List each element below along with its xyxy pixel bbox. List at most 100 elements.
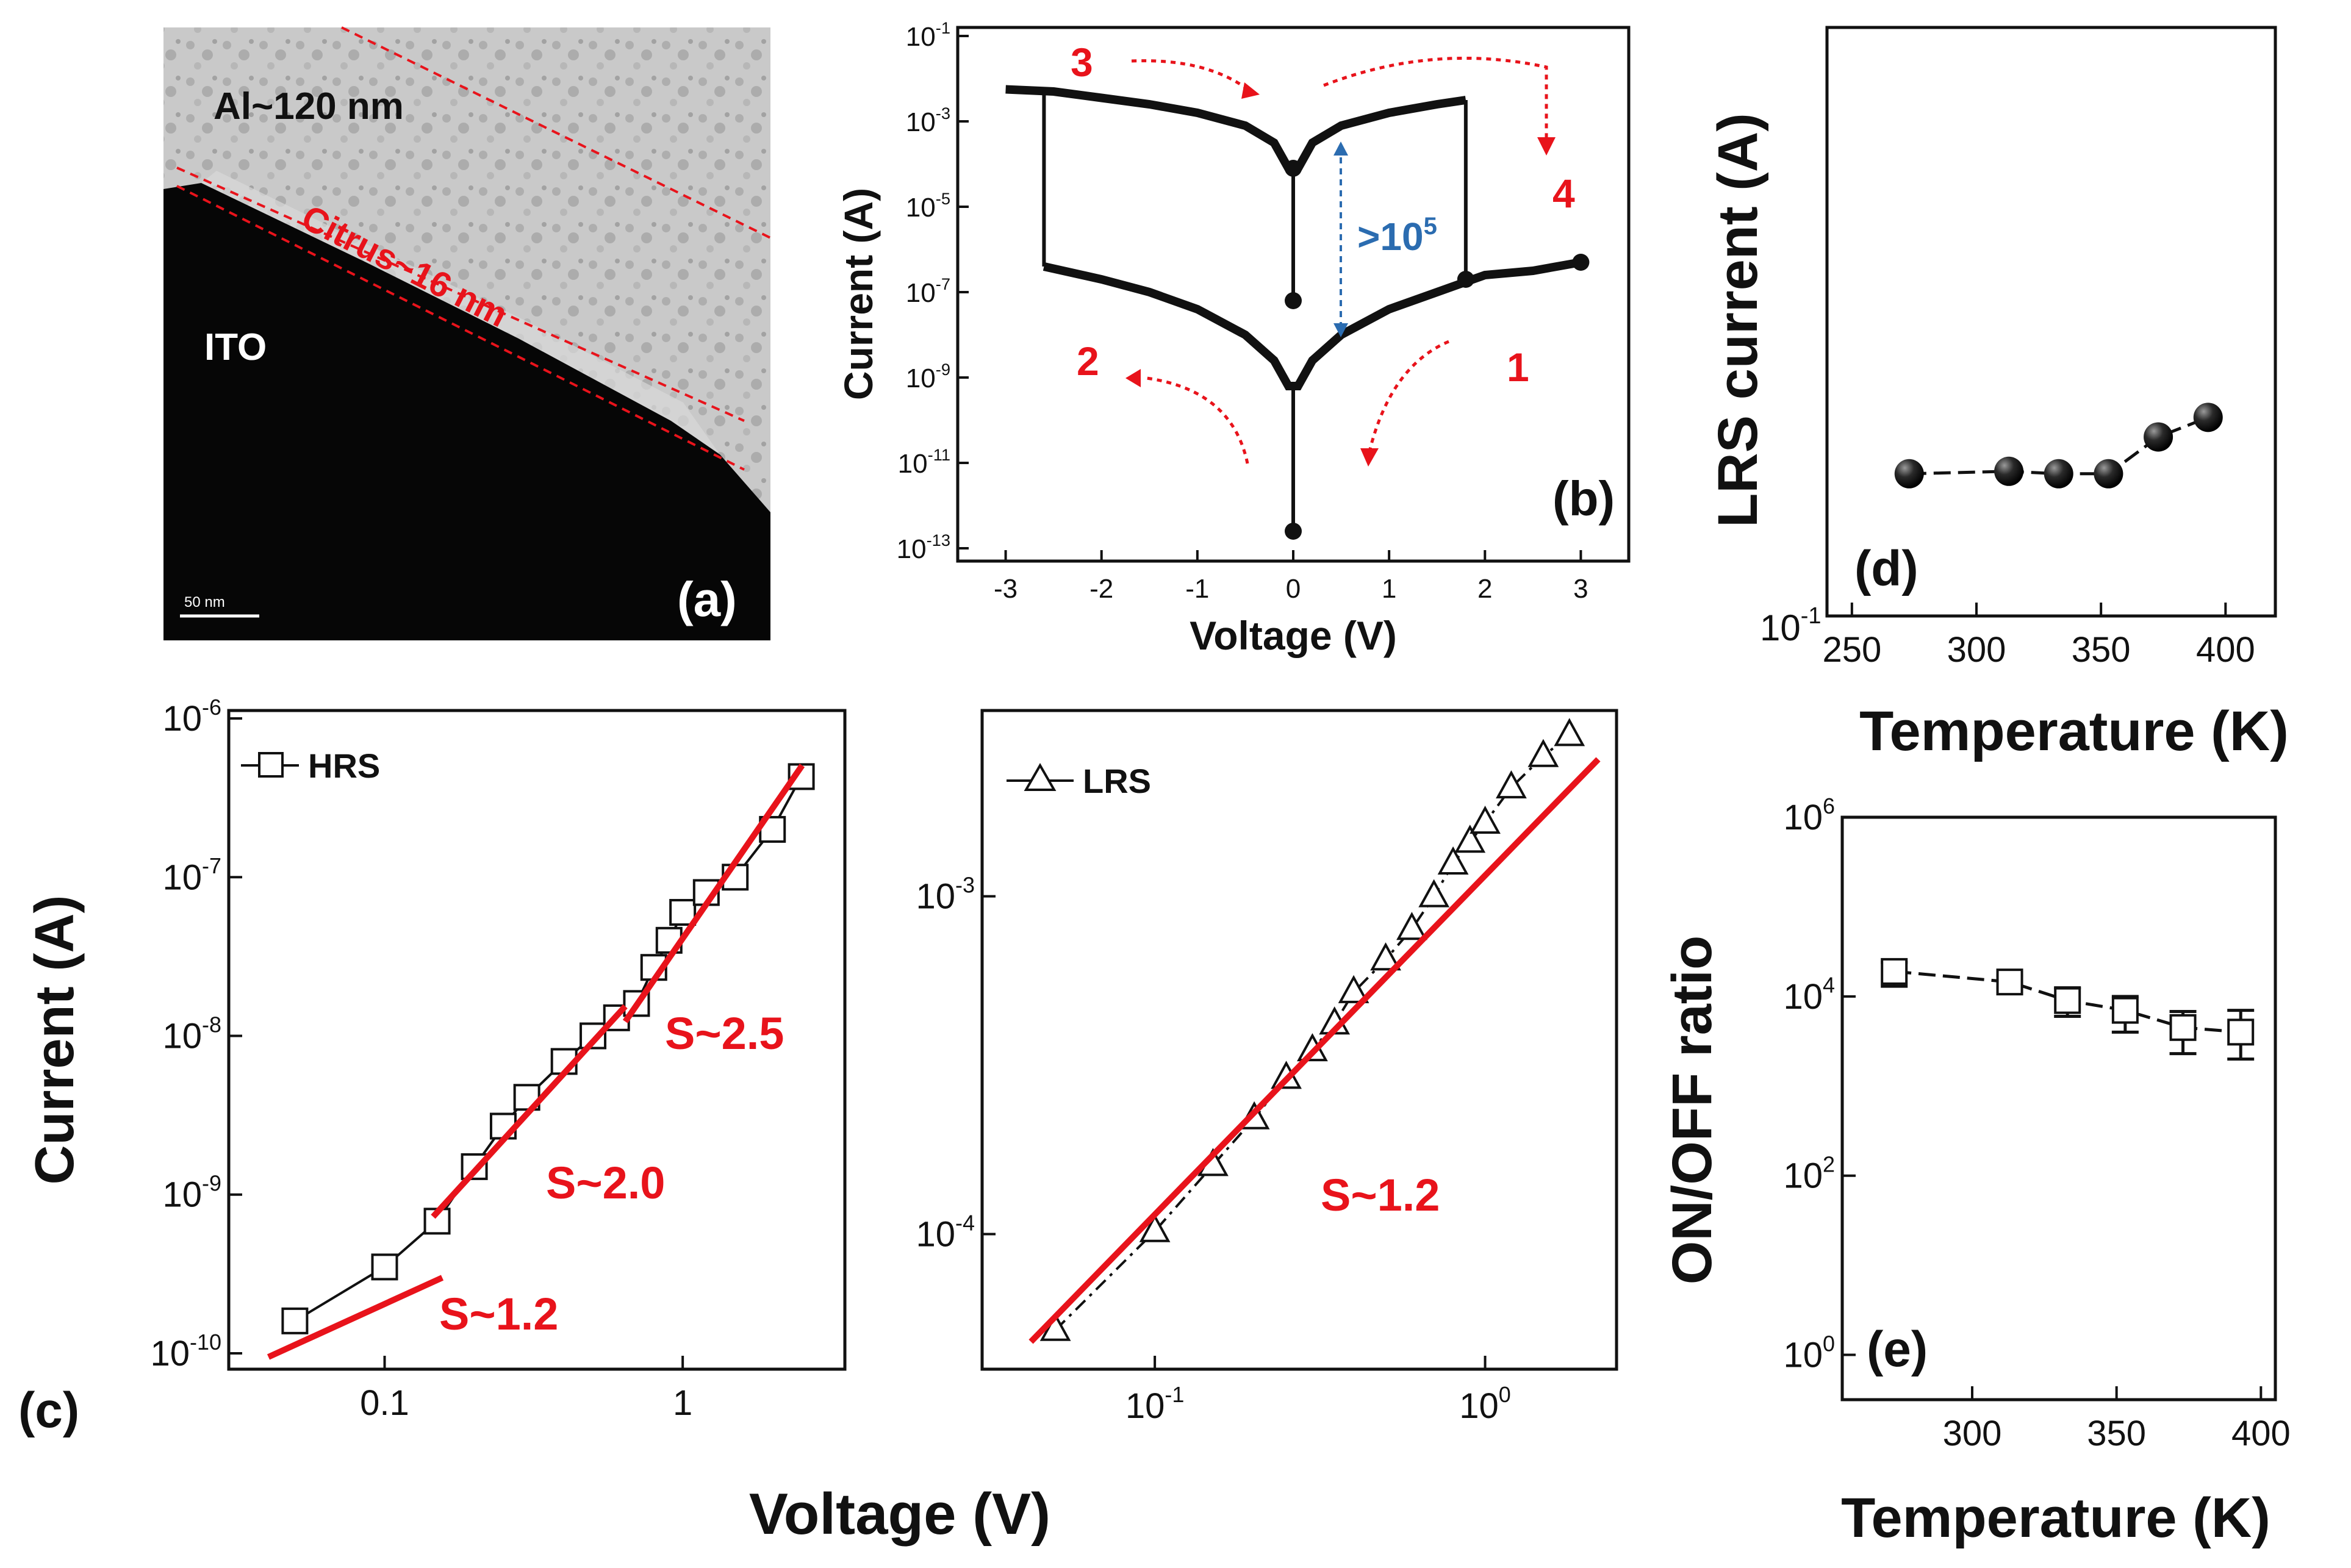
y-tick-label-c-right: 10-3 [916,873,975,917]
fit-line-s12-left [267,1275,444,1360]
data-point [1996,968,2023,996]
axis-title-y-d: LRS current (A) [1707,113,1769,528]
data-point [1894,459,1924,489]
tem-citrus-layer [201,171,720,454]
x-tick-label-b: -2 [1089,574,1113,604]
x-tick-label-c: 0.1 [360,1383,409,1423]
fit-line-s20 [431,1004,628,1219]
sweep-label-1: 1 [1507,345,1529,390]
x-tick-label-c: 1 [673,1383,692,1423]
slope-label-s12-left: S~1.2 [439,1289,558,1339]
scale-bar-label: 50 nm [184,594,225,610]
frame-c-right [980,709,1618,1371]
frame-c-left [227,709,847,1371]
data-point [669,898,697,926]
data-point [2227,1018,2255,1046]
x-tick-label-b: 1 [1382,574,1396,604]
data-point [1285,292,1302,309]
data-point [1396,912,1427,940]
axis-title-y-e: ON/OFF ratio [1661,936,1723,1284]
y-tick-d: 10-1 [1760,603,1822,648]
axis-title-x-c: Voltage (V) [749,1481,1050,1547]
data-point [1572,254,1590,271]
sweep-arrow-3-head [1241,82,1260,99]
fit-line-s25 [622,764,805,1023]
data-point [2169,1014,2197,1041]
data-point [1437,846,1469,875]
x-tick-label-b: 0 [1286,574,1301,604]
axis-title-x-d: Temperature (K) [1859,700,2289,762]
panel-e: 100 102 104 106 300 350 400 (e) ON/OFF ratio T… [1661,793,2291,1549]
data-point [1457,271,1474,288]
data-point [1470,806,1501,834]
data-point [1881,958,1908,985]
data-point [1554,718,1585,746]
frame-e [1840,815,2277,1402]
sweep-arrow-3 [1131,59,1252,93]
panel-label-c: (c) [18,1383,79,1438]
slope-label-s25: S~2.5 [665,1008,784,1059]
panel-c-left: 10-10 10-9 10-8 10-7 10-6 0.1 1 HRS S~1.2 S~2.… [18,695,1050,1547]
data-point [281,1307,309,1334]
tem-guide-middle [176,166,745,422]
data-point [2144,422,2173,452]
y-tick-label-c: 10-8 [163,1012,221,1056]
legend-hrs: HRS [241,746,380,785]
x-tick-label-b: -1 [1185,574,1209,604]
panel-c-right: 10-4 10-3 10-1 100 LRS S~1.2 [916,709,1618,1426]
sweep-arrow-2 [1146,376,1249,464]
data-point [1994,456,2024,486]
y-tick-label-c: 10-9 [163,1171,221,1215]
data-point [1338,975,1369,1003]
axis-title-y-b: Current (A) [836,188,881,400]
y-tick-label-b: 10-13 [897,531,950,564]
y-tick-label-e: 106 [1783,793,1835,837]
y-tick-label-b: 10-9 [906,360,950,393]
slope-label-s20: S~2.0 [546,1158,665,1208]
tem-guide-bottom [176,185,745,471]
fit-line-s12-right [1028,757,1601,1344]
x-tick-label-b: 2 [1477,574,1492,604]
sweep-label-4: 4 [1552,171,1575,216]
sweep-arrow-2-head [1125,369,1141,387]
x-tick-label-e: 400 [2231,1414,2291,1453]
panel-label-b: (b) [1552,471,1615,526]
tem-ito-region [163,183,770,640]
axis-title-x-e: Temperature (K) [1841,1487,2270,1549]
sweep-arrow-1 [1368,340,1449,452]
legend-lrs: LRS [1007,762,1151,800]
legend-lrs-label: LRS [1083,762,1151,800]
data-point [1370,942,1401,971]
data-point [2094,459,2123,489]
data-point [1285,160,1302,177]
data-point [1496,770,1527,799]
data-point [2193,403,2223,432]
panel-b: 10-13 10-11 10-9 10-7 10-5 10-3 10-1 -3 -2 -1 0 1 2… [836,18,1631,658]
data-point [2111,997,2139,1024]
label-ito: ITO [204,326,267,368]
y-tick-label-c: 10-7 [163,853,221,897]
y-tick-label-b: 10-1 [906,18,950,52]
x-tick-label-d: 300 [1947,630,2006,670]
sweep-label-3: 3 [1071,40,1093,85]
axis-title-y-c: Current (A) [24,895,85,1185]
x-tick-label-b: 3 [1573,574,1588,604]
y-tick-label-b: 10-11 [898,445,950,479]
y-tick-label-b: 10-5 [906,189,950,223]
data-point [1418,879,1450,908]
y-tick-label-b: 10-3 [906,104,950,137]
data-point [1139,1214,1171,1242]
x-tick-label-d: 350 [2072,630,2131,670]
legend-hrs-label: HRS [308,746,380,785]
ratio-label: >105 [1357,213,1437,259]
y-tick-label-c: 10-10 [151,1330,221,1373]
y-tick-label-e: 102 [1783,1152,1835,1196]
ratio-arrow-top [1333,141,1348,156]
x-tick-label-c-right: 10-1 [1125,1382,1184,1426]
frame-d [1825,26,2277,618]
sweep-arrow-4 [1323,56,1548,140]
data-point [1285,523,1302,540]
tem-guide-top [341,26,771,239]
y-tick-label-c-right: 10-4 [916,1210,975,1254]
